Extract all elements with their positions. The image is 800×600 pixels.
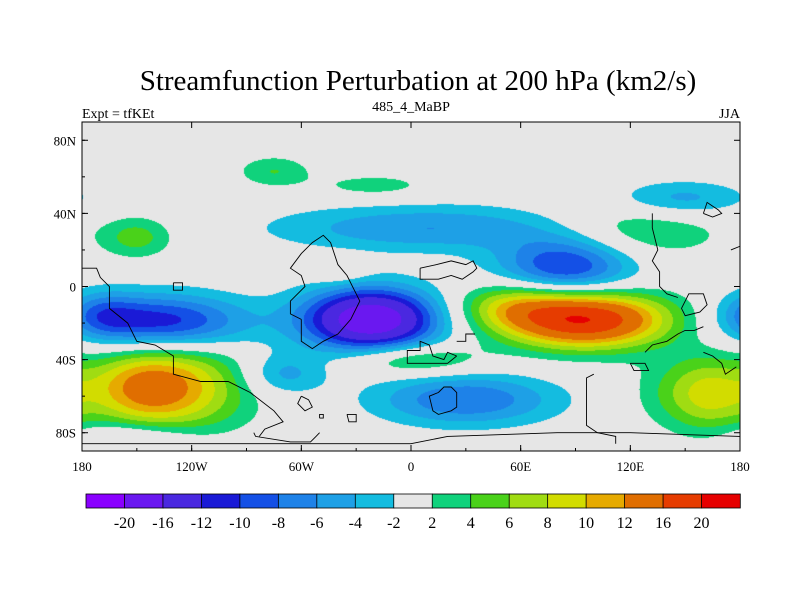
colorbar-label: -8 xyxy=(272,515,285,532)
colorbar-label: -12 xyxy=(191,515,212,532)
coastline xyxy=(456,333,475,342)
x-tick-label: 120W xyxy=(176,459,209,474)
coastline xyxy=(703,351,737,375)
colorbar-swatch xyxy=(239,493,280,509)
colorbar-swatch xyxy=(624,493,664,509)
colorbar-label: -4 xyxy=(349,515,362,532)
colorbar-label: 8 xyxy=(544,515,552,532)
colorbar-swatch xyxy=(547,493,587,509)
colorbar-swatch xyxy=(354,493,395,509)
right-label: JJA xyxy=(719,107,741,122)
colorbar-swatch xyxy=(124,493,164,509)
coastline xyxy=(428,386,458,415)
coastline xyxy=(289,234,361,350)
colorbar-swatch xyxy=(431,493,472,509)
coastline xyxy=(586,373,617,444)
colorbar-swatch xyxy=(470,493,510,509)
y-tick-label: 80N xyxy=(54,133,77,148)
colorbar-label: 4 xyxy=(467,515,475,532)
colorbar-label: 20 xyxy=(694,515,710,532)
colorbar-swatch xyxy=(85,493,126,509)
colorbar-label: -6 xyxy=(310,515,323,532)
x-tick-label: 180 xyxy=(72,459,92,474)
coastline xyxy=(319,413,324,419)
streamfunction-map xyxy=(82,122,740,451)
x-tick-label: 120E xyxy=(617,459,645,474)
coastline xyxy=(346,413,357,423)
coastline-layer xyxy=(82,201,740,445)
colorbar-label: 16 xyxy=(655,515,671,532)
colorbar-swatch xyxy=(277,493,318,509)
coastline xyxy=(702,201,723,218)
x-tick-label: 180 xyxy=(730,459,750,474)
center-label: 485_4_MaBP xyxy=(372,100,450,115)
y-tick-label: 0 xyxy=(70,280,77,295)
colorbar-label: -2 xyxy=(387,515,400,532)
colorbar-swatch xyxy=(201,493,241,509)
coastline xyxy=(730,245,740,251)
coastline xyxy=(82,432,740,445)
coastline xyxy=(82,267,284,437)
colorbar-swatch xyxy=(585,493,626,509)
y-tick-label: 40S xyxy=(56,353,76,368)
coastline xyxy=(629,362,650,372)
y-axis: 80N 40N 0 40S 80S xyxy=(54,133,740,441)
colorbar-label: -16 xyxy=(152,515,173,532)
y-tick-label: 80S xyxy=(56,426,76,441)
coastline xyxy=(419,260,478,280)
y-tick-label: 40N xyxy=(54,206,77,221)
colorbar-swatch xyxy=(162,493,203,509)
colorbar-swatch xyxy=(316,493,356,509)
colorbar-label: 12 xyxy=(617,515,633,532)
chart-title: Streamfunction Perturbation at 200 hPa (… xyxy=(140,65,697,97)
left-label: Expt = tfKEt xyxy=(82,107,155,122)
colorbar-label: 2 xyxy=(428,515,436,532)
x-tick-label: 60W xyxy=(289,459,315,474)
contour-fill xyxy=(82,122,740,451)
coastline xyxy=(680,293,708,317)
colorbar-swatch xyxy=(662,493,703,509)
colorbar-label: 10 xyxy=(578,515,594,532)
colorbar-label: -20 xyxy=(114,515,135,532)
x-tick-label: 0 xyxy=(408,459,415,474)
colorbar-label: -10 xyxy=(229,515,250,532)
coastline xyxy=(297,395,313,412)
coastline xyxy=(253,432,320,443)
coastline xyxy=(406,340,457,364)
x-axis: 180 120W 60W 0 60E 120E 180 xyxy=(72,122,750,474)
colorbar-label: 6 xyxy=(505,515,513,532)
colorbar-swatch xyxy=(701,493,741,509)
x-tick-label: 60E xyxy=(510,459,531,474)
colorbar-swatch xyxy=(393,493,433,509)
coastline xyxy=(651,213,679,298)
coastline xyxy=(644,326,704,353)
colorbar-swatch xyxy=(508,493,549,509)
colorbar: -20 -16 -12 -10 -8 -6 -4 -2 2 4 6 8 10 12 16 20 xyxy=(85,493,741,532)
coastline xyxy=(172,282,183,291)
